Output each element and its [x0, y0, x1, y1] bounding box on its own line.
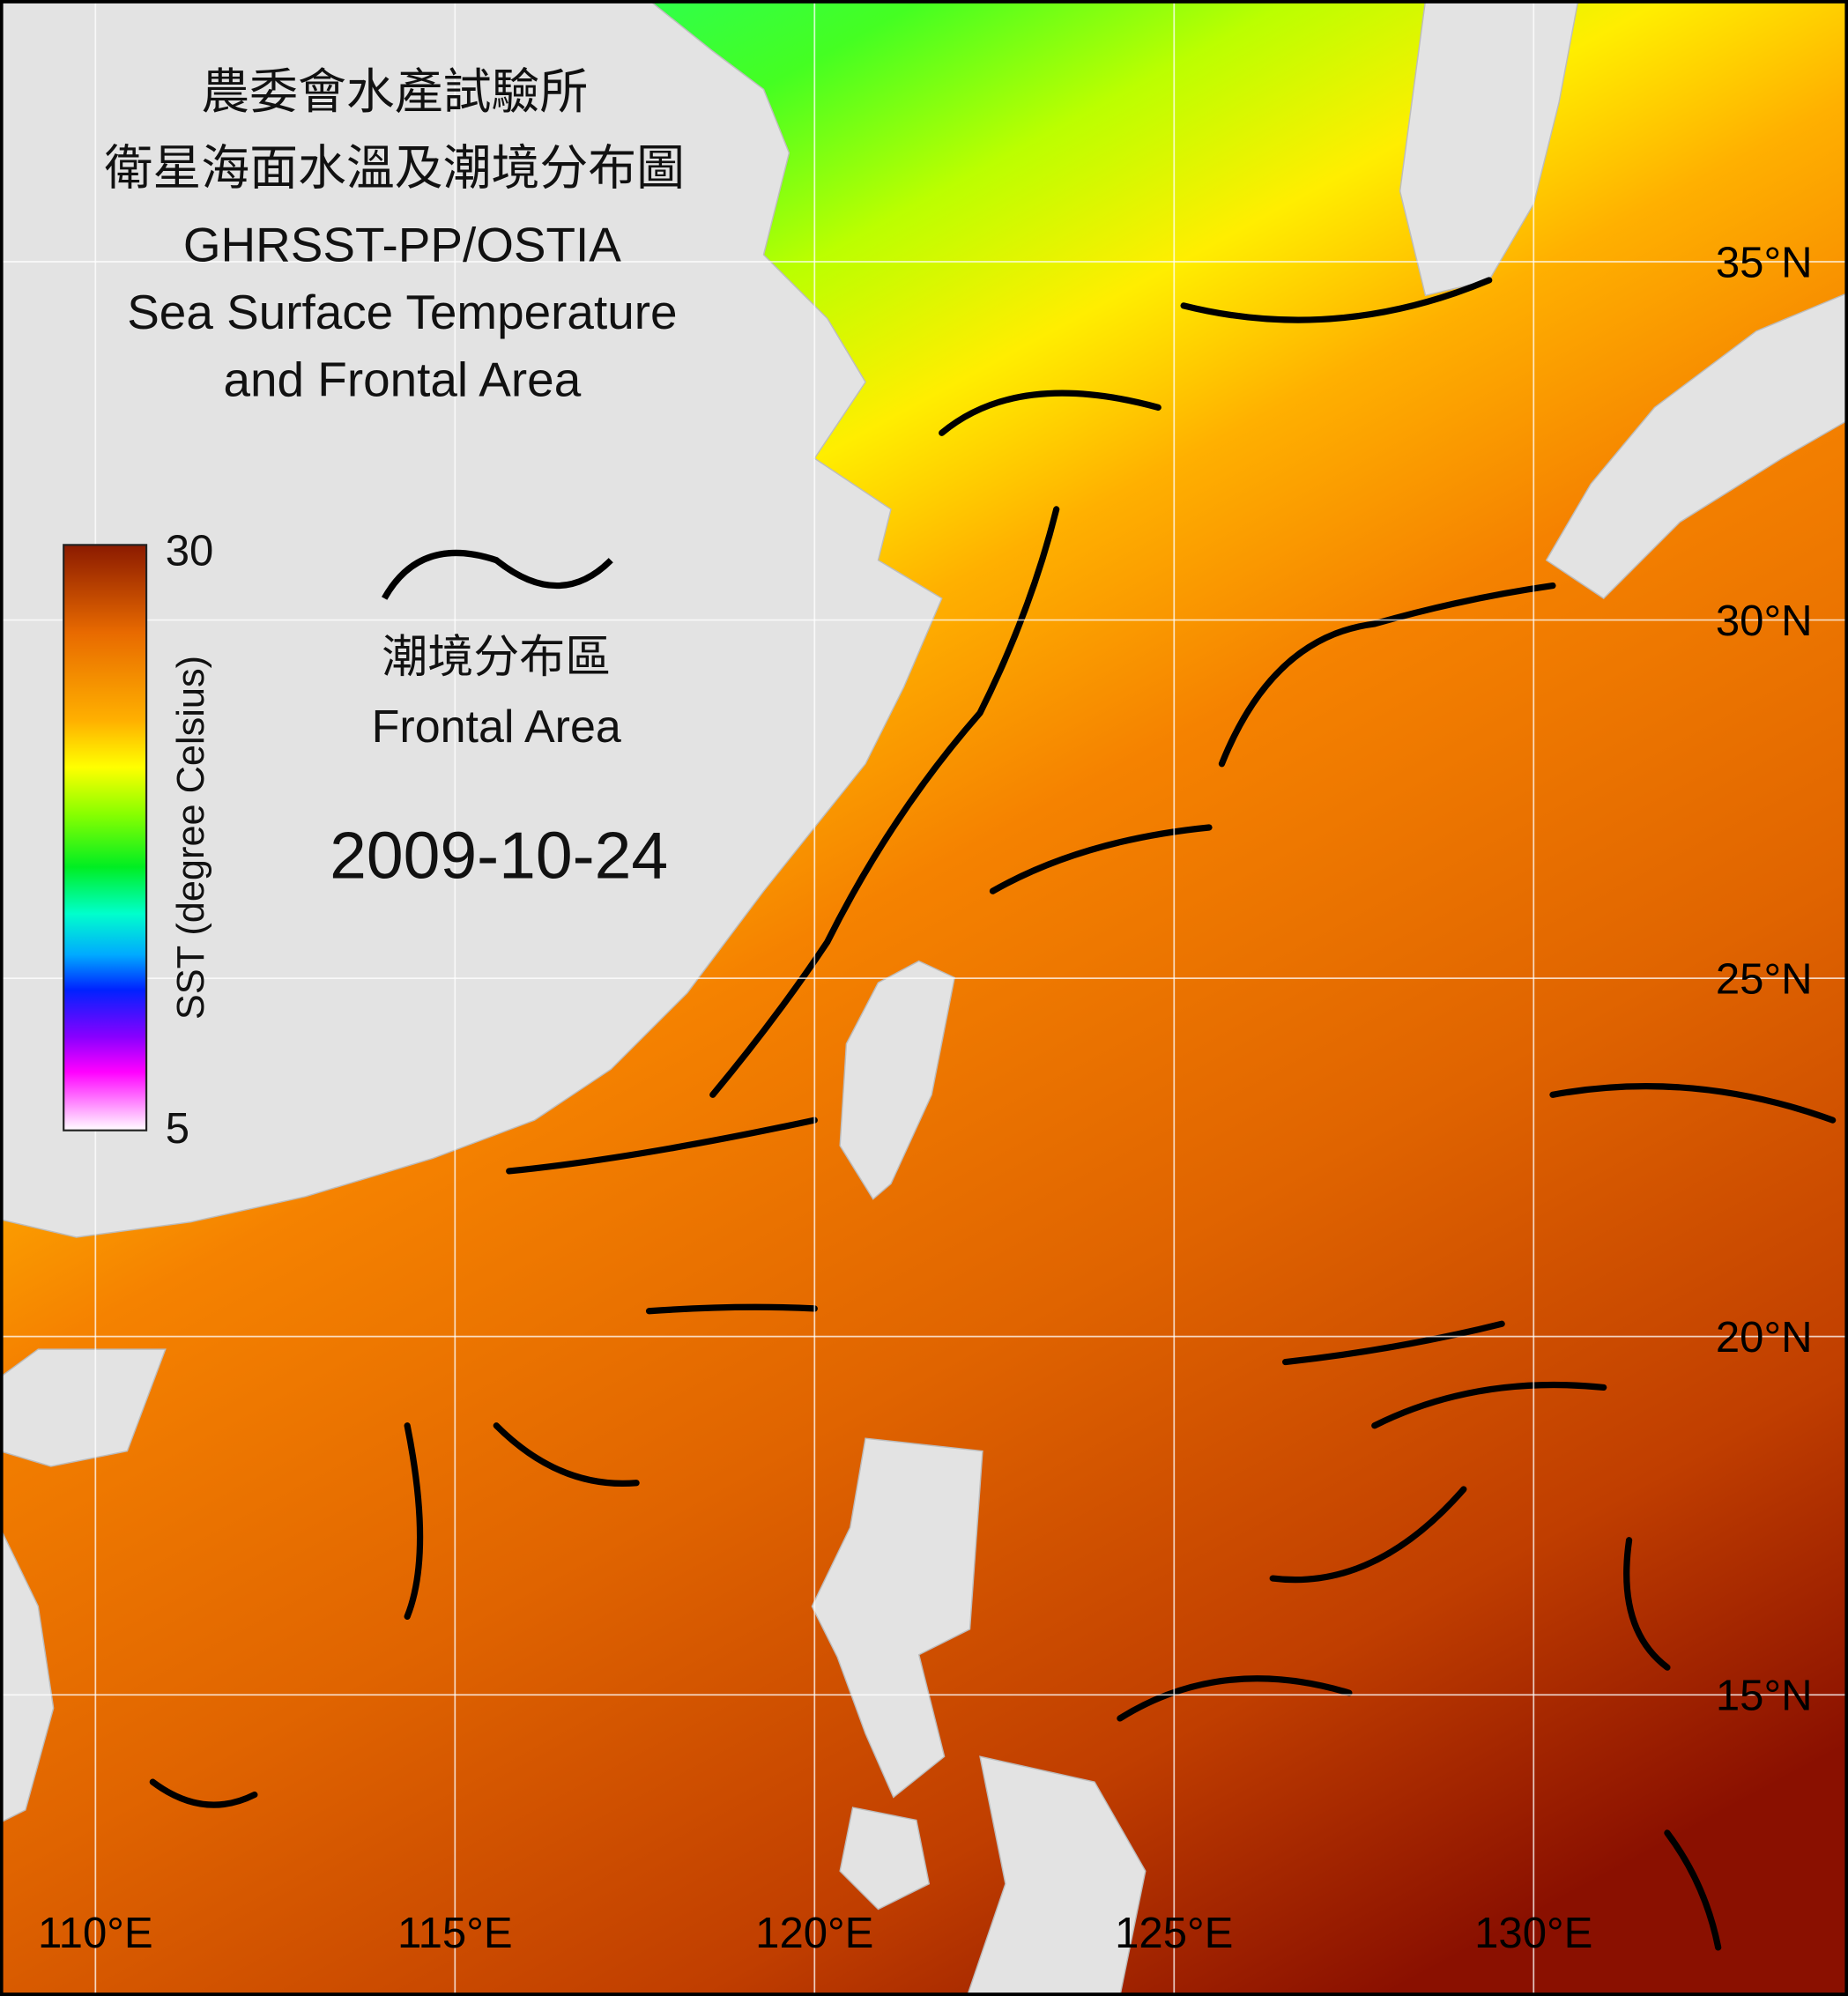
title-line: Sea Surface Temperature [127, 285, 677, 339]
title-block: 農委會水產試驗所 衛星海面水溫及潮境分布圖 GHRSST-PP/OSTIA Se… [104, 64, 685, 406]
legend-label: 潮境分布區 [382, 632, 611, 683]
lon-label: 115°E [397, 1910, 513, 1957]
title-line: 衛星海面水溫及潮境分布圖 [104, 141, 685, 196]
colorbar-label: SST (degree Celsius) [170, 656, 212, 1020]
colorbar-tick-label: 5 [166, 1105, 189, 1153]
frontal-lines [149, 277, 1837, 1951]
legend-label: Frontal Area [372, 701, 621, 753]
lon-label: 110°E [38, 1910, 153, 1957]
lat-label: 30°N [1716, 597, 1813, 645]
lat-label: 20°N [1716, 1314, 1813, 1362]
date: 2009-10-24 [330, 819, 668, 893]
lat-label: 35°N [1716, 239, 1813, 286]
lon-label: 125°E [1115, 1910, 1233, 1957]
legend-line [382, 549, 613, 600]
title-line: 農委會水產試驗所 [201, 64, 588, 119]
lat-label: 15°N [1716, 1673, 1813, 1720]
colorbar-tick-label: 30 [166, 527, 214, 575]
legend: 潮境分布區 Frontal Area [372, 549, 621, 753]
colorbar: 30 5 SST (degree Celsius) [63, 527, 213, 1153]
lon-label: 130°E [1474, 1910, 1592, 1957]
title-line: and Frontal Area [224, 352, 582, 406]
colorbar-scale [63, 544, 148, 1132]
title-line: GHRSST-PP/OSTIA [183, 217, 621, 271]
lat-label: 25°N [1716, 955, 1813, 1003]
lon-label: 120°E [755, 1910, 873, 1957]
